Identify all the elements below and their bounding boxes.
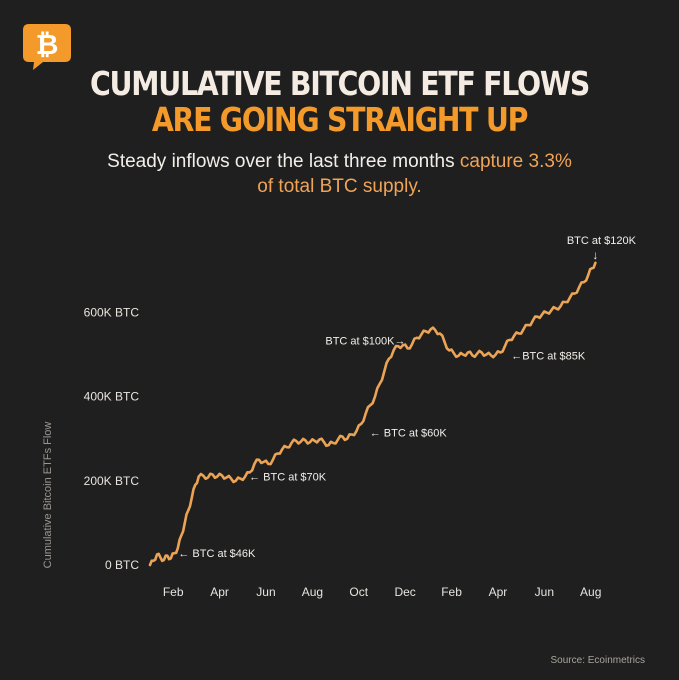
y-tick-label: 0 BTC [105, 558, 139, 572]
y-tick-label: 600K BTC [84, 306, 140, 320]
annotation-arrow: ↓ [592, 248, 598, 262]
x-tick-label: Oct [349, 585, 368, 599]
x-tick-label: Feb [441, 585, 462, 599]
annotation-label: ←BTC at $85K [511, 350, 586, 362]
title-line-1: CUMULATIVE BITCOIN ETF FLOWS [89, 64, 590, 103]
x-tick-label: Aug [302, 585, 323, 599]
bitcoin-chat-bubble-icon: ₿ [23, 24, 71, 70]
subtitle-highlight-2: of total BTC supply. [257, 176, 422, 197]
subtitle: Steady inflows over the last three month… [0, 149, 679, 199]
annotation-label: BTC at $100K→ [325, 336, 405, 348]
subtitle-highlight-1: capture 3.3% [459, 151, 572, 172]
page-title: CUMULATIVE BITCOIN ETF FLOWS ARE GOING S… [48, 66, 632, 138]
x-tick-label: Dec [394, 585, 415, 599]
annotation-label: BTC at $120K [567, 235, 637, 247]
annotation-label: ← BTC at $46K [178, 548, 256, 560]
x-tick-label: Apr [489, 585, 508, 599]
source-note: Source: Ecoinmetrics [550, 655, 645, 666]
subtitle-text: Steady inflows over the last three month… [107, 151, 460, 172]
annotation-label: ← BTC at $70K [249, 472, 327, 484]
annotation-label: ← BTC at $60K [370, 427, 448, 439]
x-tick-label: Feb [163, 585, 184, 599]
title-line-2: ARE GOING STRAIGHT UP [151, 100, 529, 139]
y-tick-label: 400K BTC [84, 390, 140, 404]
x-tick-label: Jun [535, 585, 554, 599]
svg-text:₿: ₿ [36, 28, 59, 61]
y-tick-label: 200K BTC [84, 474, 140, 488]
etf-flow-line [148, 261, 597, 567]
x-tick-label: Aug [580, 585, 601, 599]
x-tick-label: Apr [210, 585, 229, 599]
x-tick-label: Jun [256, 585, 275, 599]
y-axis-label: Cumulative Bitcoin ETFs Flow [42, 422, 54, 569]
